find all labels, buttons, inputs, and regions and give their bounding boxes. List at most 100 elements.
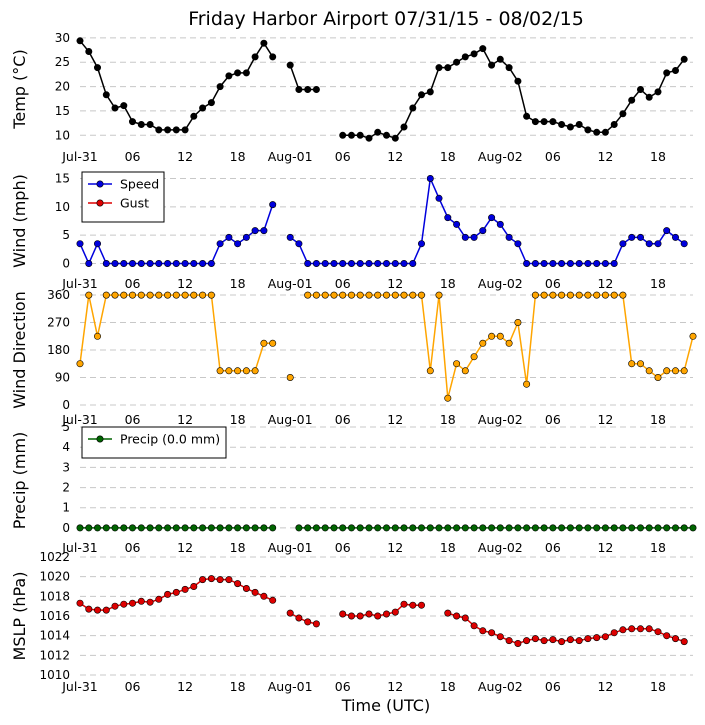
precip-data-point [374,524,382,532]
temp-data-point [470,50,478,58]
direction-data-point [207,291,215,299]
temp-x-tick-label: 06 [335,149,351,164]
wind-data-point [225,233,233,241]
mslp-data-point [102,606,110,614]
mslp-data-point [593,634,601,642]
precip-data-point [94,524,102,532]
temp-y-tick-label: 20 [55,80,70,94]
temp-series-line-temp [79,40,685,140]
mslp-data-point [146,598,154,606]
mslp-data-point [286,609,294,617]
mslp-data-point [654,628,662,636]
precip-data-point [164,524,172,532]
precip-data-point [207,524,215,532]
temp-data-point [374,128,382,136]
mslp-x-tick-label: Jul-31 [61,679,98,694]
direction-data-point [190,291,198,299]
direction-data-point [234,367,242,375]
precip-x-tick-label: 06 [545,540,561,555]
precip-data-point [76,524,84,532]
precip-data-point [321,524,329,532]
mslp-data-point [400,600,408,608]
wind-data-point [601,259,609,267]
direction-data-point [601,291,609,299]
wind-data-point [680,240,688,248]
precip-y-tick-label: 4 [62,440,70,454]
direction-data-point [339,291,347,299]
direction-series-line-direction [79,294,694,399]
temp-data-point [146,121,154,129]
temp-data-point [488,61,496,69]
temp-data-point [199,104,207,112]
temp-data-point [391,134,399,142]
temp-x-tick-label: 12 [597,149,613,164]
wind-data-point [190,259,198,267]
precip-legend: Precip (0.0 mm) [81,426,227,459]
precip-x-tick-label: 12 [177,540,193,555]
wind-x-tick-label: Jul-31 [61,276,98,291]
direction-x-tick-label: 06 [125,412,141,427]
mslp-data-point [129,599,137,607]
direction-data-point [663,367,671,375]
wind-x-tick-label: 12 [387,276,403,291]
direction-data-point [260,339,268,347]
mslp-y-tick-label: 1020 [39,570,70,584]
wind-x-tick-label: 06 [335,276,351,291]
mslp-series-line-mslp [79,577,685,645]
wind-data-point [260,227,268,235]
wind-data-point [76,240,84,248]
precip-data-point [671,524,679,532]
precip-y-tick-label: 1 [62,501,70,515]
wind-data-point [461,233,469,241]
wind-data-point [400,259,408,267]
mslp-data-point [295,614,303,622]
temp-x-tick-label: 06 [125,149,141,164]
temp-x-tick-label: 18 [440,149,456,164]
wind-series-line-speed [79,175,685,266]
temp-x-tick-label: 12 [177,149,193,164]
direction-data-point [172,291,180,299]
direction-data-point [645,367,653,375]
direction-data-point [94,332,102,340]
wind-x-tick-label: Aug-02 [478,276,523,291]
precip-data-point [540,524,548,532]
wind-legend-marker [96,180,104,188]
mslp-data-point [619,626,627,634]
direction-x-tick-label: Aug-01 [268,412,313,427]
direction-data-point [505,339,513,347]
wind-x-tick-label: Aug-01 [268,276,313,291]
temp-y-tick-label: 10 [55,128,70,142]
precip-x-tick-label: 12 [387,540,403,555]
mslp-data-point [680,638,688,646]
direction-y-tick-label: 180 [47,343,70,357]
mslp-x-tick-label: Aug-01 [268,679,313,694]
direction-data-point [365,291,373,299]
wind-data-point [593,259,601,267]
direction-data-point [479,339,487,347]
mslp-data-point [671,635,679,643]
direction-data-point [216,367,224,375]
precip-y-axis-label: Precip (mm) [10,432,29,530]
wind-data-point [610,259,618,267]
temp-data-point [531,118,539,126]
direction-data-point [689,332,697,340]
temp-data-point [102,91,110,99]
wind-x-tick-label: 18 [230,276,246,291]
temp-data-point [234,69,242,77]
temp-data-point [619,110,627,118]
mslp-data-point [645,625,653,633]
mslp-data-point [636,625,644,633]
direction-x-tick-label: 12 [177,412,193,427]
wind-y-tick-label: 10 [55,200,70,214]
direction-data-point [330,291,338,299]
temp-data-point [540,118,548,126]
temp-data-point [76,37,84,45]
precip-data-point [304,524,312,532]
wind-data-point [479,227,487,235]
precip-data-point [680,524,688,532]
wind-data-point [216,240,224,248]
direction-x-tick-label: 12 [387,412,403,427]
wind-data-point [636,233,644,241]
temp-data-point [444,64,452,72]
temp-data-point [671,67,679,75]
